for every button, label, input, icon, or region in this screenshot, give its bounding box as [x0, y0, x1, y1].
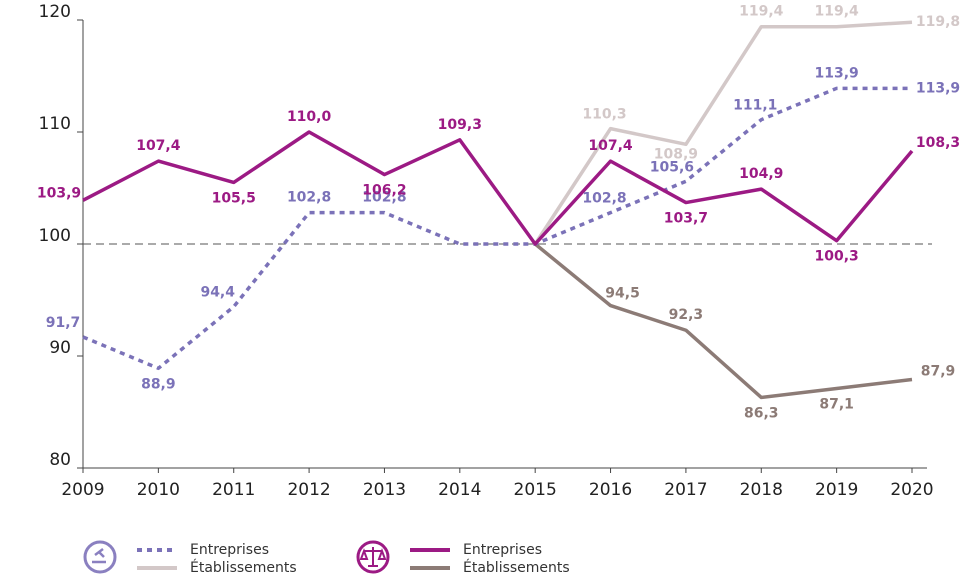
- value-label: 111,1: [733, 98, 777, 114]
- value-label: 103,9: [37, 185, 81, 201]
- x-tick-label: 2012: [287, 480, 330, 500]
- x-tick-label: 2016: [589, 480, 632, 500]
- legend-label: Établissements: [463, 559, 570, 576]
- y-tick-label: 80: [49, 450, 71, 470]
- value-label: 108,3: [916, 135, 960, 151]
- value-label: 87,1: [819, 396, 854, 412]
- x-tick-label: 2014: [438, 480, 481, 500]
- x-tick-label: 2017: [664, 480, 707, 500]
- value-label: 103,7: [664, 211, 708, 227]
- value-label: 104,9: [739, 166, 783, 182]
- value-label: 106,2: [362, 183, 406, 199]
- x-tick-label: 2015: [514, 480, 557, 500]
- value-label: 94,4: [200, 285, 235, 301]
- legend-icon: [83, 540, 117, 574]
- value-label: 91,7: [46, 315, 81, 331]
- x-tick-label: 2011: [212, 480, 255, 500]
- value-label: 108,9: [654, 146, 698, 162]
- y-tick-label: 110: [39, 114, 71, 134]
- value-label: 113,9: [814, 65, 858, 81]
- x-tick-label: 2019: [815, 480, 858, 500]
- x-tick-label: 2010: [137, 480, 180, 500]
- legend-label: Entreprises: [190, 542, 269, 558]
- y-tick-label: 120: [39, 2, 71, 22]
- value-label: 102,8: [582, 191, 626, 207]
- legend-icon: [356, 540, 390, 574]
- series-line: [533, 20, 913, 245]
- legend-label: Entreprises: [463, 542, 542, 558]
- value-label: 110,3: [582, 107, 626, 123]
- value-label: 102,8: [362, 190, 406, 206]
- value-label: 113,9: [916, 80, 960, 96]
- legend-label: Établissements: [190, 559, 297, 576]
- value-label: 94,5: [605, 286, 640, 302]
- x-tick-label: 2020: [890, 480, 933, 500]
- value-label: 119,8: [916, 14, 960, 30]
- value-label: 110,0: [287, 109, 332, 125]
- x-tick-label: 2009: [61, 480, 104, 500]
- value-label: 105,6: [650, 159, 694, 175]
- y-tick-label: 90: [49, 338, 71, 358]
- value-label: 119,4: [739, 4, 784, 20]
- x-tick-label: 2018: [740, 480, 783, 500]
- series-line: [82, 130, 914, 246]
- value-label: 88,9: [141, 376, 176, 392]
- value-label: 87,9: [921, 364, 956, 380]
- value-label: 102,8: [287, 190, 331, 206]
- value-label: 100,3: [814, 249, 858, 265]
- value-label: 107,4: [136, 138, 181, 154]
- x-tick-label: 2013: [363, 480, 406, 500]
- value-label: 86,3: [744, 405, 779, 421]
- value-label: 119,4: [814, 4, 859, 20]
- value-label: 107,4: [588, 138, 633, 154]
- value-label: 105,5: [212, 190, 256, 206]
- value-label: 92,3: [669, 307, 704, 323]
- series-line: [82, 86, 912, 371]
- y-tick-label: 100: [39, 226, 71, 246]
- value-label: 109,3: [438, 117, 482, 133]
- series-line: [534, 242, 913, 400]
